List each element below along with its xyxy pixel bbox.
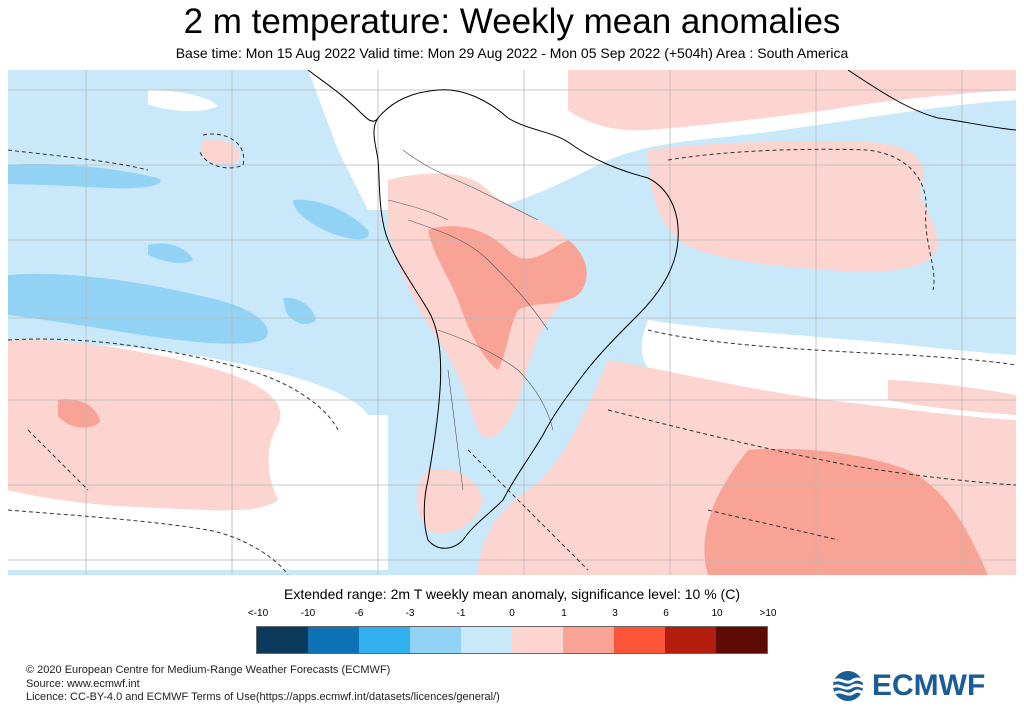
- legend-swatch: [665, 627, 716, 653]
- legend-colorbar: [256, 626, 768, 654]
- legend-label: 1: [561, 608, 567, 619]
- legend-swatch: [716, 627, 767, 653]
- legend-label: 6: [663, 608, 669, 619]
- legend-label: 3: [612, 608, 618, 619]
- west-africa-coast: [847, 70, 1016, 131]
- map-grid: [8, 70, 1016, 575]
- strong-warm-areas: [58, 226, 988, 575]
- legend-swatch: [512, 627, 563, 653]
- legend-label: >10: [759, 608, 777, 619]
- legend-swatch: [308, 627, 359, 653]
- significance-contours: [8, 133, 1016, 575]
- legend-label: 0: [509, 608, 515, 619]
- legend-title: Extended range: 2m T weekly mean anomaly…: [283, 586, 740, 602]
- source-text: Source: www.ecmwf.int: [26, 677, 140, 690]
- page-title: 2 m temperature: Weekly mean anomalies: [183, 2, 841, 41]
- footer: © 2020 European Centre for Medium-Range …: [26, 664, 500, 705]
- anomaly-map[interactable]: [8, 70, 1016, 575]
- legend-swatch: [359, 627, 410, 653]
- legend-label: -10: [300, 608, 316, 619]
- legend-label: -6: [354, 608, 364, 619]
- ecmwf-logo-text: ECMWF: [872, 669, 986, 702]
- copyright-text: © 2020 European Centre for Medium-Range …: [26, 664, 391, 676]
- legend-label: 10: [711, 608, 723, 619]
- legend-swatch: [257, 627, 308, 653]
- south-america-land: [373, 89, 679, 549]
- cool-anomaly-areas: [8, 164, 369, 344]
- licence-text: Licence: CC-BY-4.0 and ECMWF Terms of Us…: [26, 691, 500, 703]
- page-subtitle: Base time: Mon 15 Aug 2022 Valid time: M…: [175, 45, 849, 61]
- legend-swatch: [563, 627, 614, 653]
- legend-labels: <-10 -10 -6 -3 -1 0 1 3 6 10 >10: [230, 608, 794, 622]
- ecmwf-wave-icon: [832, 671, 864, 701]
- country-borders: [387, 149, 554, 491]
- legend-label: <-10: [247, 608, 269, 619]
- ecmwf-logo: ECMWF: [828, 668, 985, 704]
- map-svg: [8, 70, 1016, 575]
- legend-swatch: [461, 627, 512, 653]
- legend-label: -3: [405, 608, 415, 619]
- legend-label: -1: [456, 608, 466, 619]
- central-america-coast: [307, 70, 379, 122]
- legend-swatch: [410, 627, 461, 653]
- legend-swatch: [614, 627, 665, 653]
